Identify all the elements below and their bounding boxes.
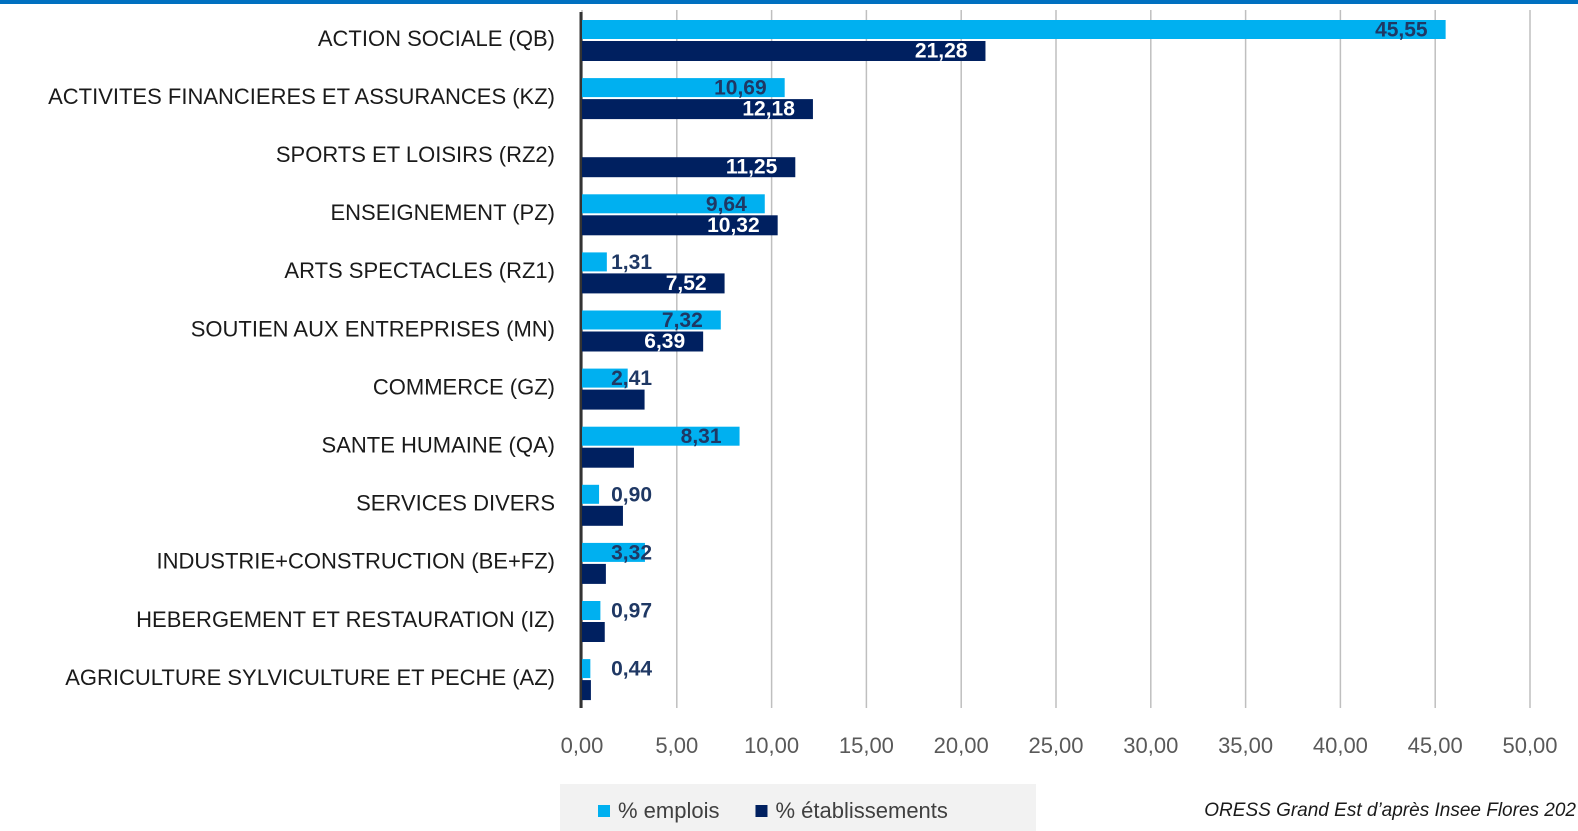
category-label: HEBERGEMENT ET RESTAURATION (IZ) <box>136 607 555 632</box>
bar <box>582 505 623 526</box>
x-tick-label: 30,00 <box>1123 733 1178 758</box>
legend-swatch <box>755 805 768 817</box>
category-label: COMMERCE (GZ) <box>373 374 555 399</box>
bar <box>582 484 600 504</box>
legend-label: % emplois <box>618 798 719 823</box>
data-label: 9,64 <box>706 193 747 216</box>
bar <box>582 99 813 120</box>
x-tick-label: 25,00 <box>1028 733 1083 758</box>
bar <box>582 252 607 272</box>
source: ORESS Grand Est d’après Insee Flores 202 <box>1204 800 1576 821</box>
x-tick-label: 45,00 <box>1408 733 1463 758</box>
x-tick-label: 35,00 <box>1218 733 1273 758</box>
bar <box>582 601 601 620</box>
bar <box>582 157 796 178</box>
legend-swatch <box>598 805 610 817</box>
category-label: INDUSTRIE+CONSTRUCTION (BE+FZ) <box>157 549 555 574</box>
bar <box>582 542 645 562</box>
legend-label: % établissements <box>775 798 947 823</box>
data-label: 8,31 <box>681 425 722 448</box>
bar <box>582 273 725 294</box>
category-label: SERVICES DIVERS <box>356 491 555 516</box>
x-tick-label: 0,00 <box>561 733 604 758</box>
bar <box>582 426 740 446</box>
bar <box>582 447 634 468</box>
category-label: SOUTIEN AUX ENTREPRISES (MN) <box>191 316 555 341</box>
data-label: 3,32 <box>611 541 652 564</box>
bar <box>582 310 721 330</box>
x-tick-label: 15,00 <box>839 733 894 758</box>
bar <box>582 41 986 61</box>
bar <box>582 680 591 701</box>
bar <box>582 215 778 236</box>
data-label: 45,55 <box>1375 19 1428 42</box>
bar <box>582 194 765 214</box>
x-tick-label: 40,00 <box>1313 733 1368 758</box>
category-label: SPORTS ET LOISIRS (RZ2) <box>276 142 555 167</box>
category-label: AGRICULTURE SYLVICULTURE ET PECHE (AZ) <box>65 665 555 690</box>
category-label: ACTIVITES FINANCIERES ET ASSURANCES (KZ) <box>48 84 555 109</box>
category-label: ARTS SPECTACLES (RZ1) <box>284 258 555 283</box>
x-tick-label: 20,00 <box>934 733 989 758</box>
data-label: 0,97 <box>611 600 652 623</box>
category-label: ENSEIGNEMENT (PZ) <box>330 200 555 225</box>
bar <box>582 368 628 388</box>
bar <box>582 389 645 410</box>
bar <box>582 331 704 352</box>
x-tick-label: 50,00 <box>1502 733 1557 758</box>
data-label: 0,44 <box>611 658 652 681</box>
data-label: 10,69 <box>714 77 767 100</box>
data-label: 0,90 <box>611 483 652 506</box>
data-label: 7,32 <box>662 309 703 332</box>
data-label: 1,31 <box>611 251 652 274</box>
category-label: SANTE HUMAINE (QA) <box>322 433 555 458</box>
bar <box>582 78 785 98</box>
x-tick-label: 5,00 <box>655 733 698 758</box>
bar <box>582 659 591 679</box>
x-tick-label: 10,00 <box>744 733 799 758</box>
legend-box <box>560 784 1036 831</box>
top-rule <box>0 0 1578 4</box>
category-label: ACTION SOCIALE (QB) <box>318 26 555 51</box>
bar <box>582 563 606 584</box>
data-label: 12,18 <box>742 98 795 121</box>
data-label: 7,52 <box>666 272 707 295</box>
data-label: 2,41 <box>611 367 652 390</box>
data-label: 11,25 <box>726 156 778 179</box>
data-label: 10,32 <box>707 214 760 237</box>
bar <box>582 622 605 642</box>
data-label: 21,28 <box>915 40 968 63</box>
bar <box>582 20 1446 39</box>
data-label: 6,39 <box>644 330 685 353</box>
